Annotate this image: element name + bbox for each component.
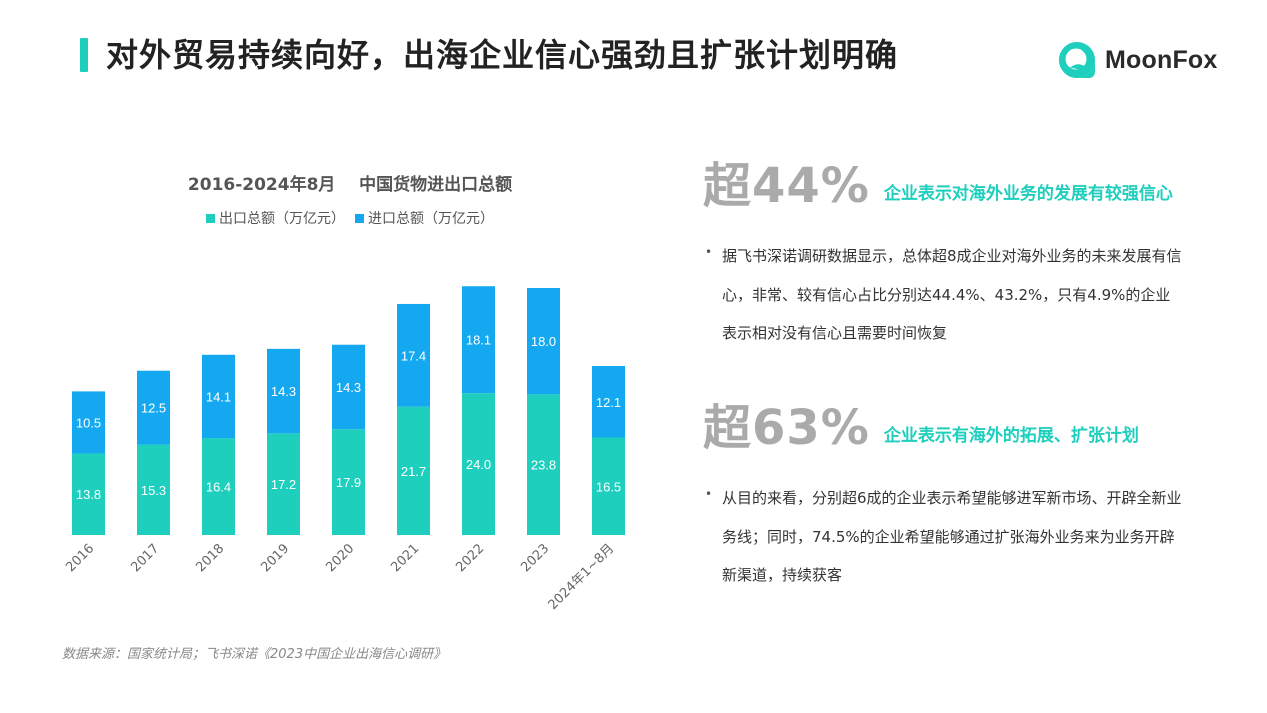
bar-export-2018 [202, 438, 235, 535]
chart-title: 2016-2024年8月 中国货物进出口总额 [187, 175, 513, 195]
highlight-2-bullet: • 从目的来看，分别超6成的企业表示希望能够进军新市场、开辟全新业务线；同时，7… [705, 479, 1185, 595]
data-label-export-2024年1~8月: 16.5 [596, 479, 621, 494]
highlight-2: 超63% 企业表示有海外的拓展、扩张计划 [703, 404, 1139, 452]
x-tick-label-2018: 2018 [193, 541, 227, 575]
x-tick-label-2019: 2019 [258, 541, 292, 575]
moonfox-logo: MoonFox [1058, 40, 1217, 80]
title-accent-bar [80, 38, 88, 72]
bar-import-2018 [202, 354, 235, 439]
logo-text: MoonFox [1105, 45, 1218, 74]
bar-import-2020 [332, 344, 365, 430]
data-label-export-2018: 16.4 [206, 480, 231, 495]
highlight-1-number: 超44% [703, 158, 870, 214]
legend-swatch-import [355, 213, 364, 223]
legend-item-import: 进口总额（万亿元） [355, 208, 494, 228]
data-label-export-2016: 13.8 [76, 487, 101, 502]
highlight-2-number: 超63% [703, 400, 870, 456]
data-label-import-2018: 14.1 [206, 389, 231, 404]
highlight-1: 超44% 企业表示对海外业务的发展有较强信心 [703, 162, 1173, 210]
bar-import-2019 [267, 348, 300, 434]
bar-export-2023 [527, 394, 560, 535]
data-label-import-2022: 18.1 [466, 333, 491, 348]
bar-import-2023 [527, 288, 560, 395]
data-label-export-2017: 15.3 [141, 483, 166, 498]
bar-import-2016 [72, 391, 105, 454]
data-source-note: 数据来源：国家统计局；飞书深诺《2023中国企业出海信心调研》 [62, 647, 447, 662]
bullet-dot-icon: • [705, 487, 713, 501]
bar-import-2021 [397, 303, 430, 407]
bar-import-2017 [137, 370, 170, 445]
bullet-dot-icon: • [705, 245, 713, 259]
data-label-import-2020: 14.3 [336, 380, 361, 395]
stacked-bar-chart: 13.8 10.5 2016 15.3 12.5 2017 16.4 14.1 2018 17.2… [63, 286, 625, 613]
data-label-import-2024年1~8月: 12.1 [596, 395, 621, 410]
bar-export-2021 [397, 406, 430, 535]
data-label-export-2023: 23.8 [531, 458, 556, 473]
bar-import-2022 [462, 286, 495, 394]
bar-export-2020 [332, 429, 365, 535]
data-label-export-2020: 17.9 [336, 475, 361, 490]
x-tick-label-2023: 2023 [518, 541, 552, 575]
data-label-import-2017: 12.5 [141, 401, 166, 416]
data-label-import-2016: 10.5 [76, 415, 101, 430]
x-tick-label-2020: 2020 [323, 541, 357, 575]
bar-export-2019 [267, 433, 300, 535]
legend-label-import: 进口总额（万亿元） [368, 211, 494, 227]
data-label-import-2023: 18.0 [531, 334, 556, 349]
highlight-1-label: 企业表示对海外业务的发展有较强信心 [883, 184, 1173, 204]
legend-item-export: 出口总额（万亿元） [206, 208, 345, 228]
moonfox-logo-icon [1059, 42, 1095, 78]
data-label-import-2019: 14.3 [271, 384, 296, 399]
x-tick-label-2017: 2017 [128, 541, 162, 575]
highlight-1-bullet-text: 据飞书深诺调研数据显示，总体超8成企业对海外业务的未来发展有信心，非常、较有信心… [722, 247, 1182, 342]
x-tick-label-2022: 2022 [453, 541, 487, 575]
bar-export-2024年1~8月 [592, 437, 625, 535]
highlight-1-bullet: • 据飞书深诺调研数据显示，总体超8成企业对海外业务的未来发展有信心，非常、较有… [705, 237, 1185, 353]
legend-swatch-export [206, 213, 215, 223]
x-tick-label-2024年1~8月: 2024年1~8月 [546, 541, 618, 613]
bar-export-2022 [462, 393, 495, 535]
x-tick-label-2016: 2016 [63, 541, 97, 575]
data-label-import-2021: 17.4 [401, 348, 426, 363]
x-tick-label-2021: 2021 [388, 541, 422, 575]
data-label-export-2021: 21.7 [401, 464, 426, 479]
bar-import-2024年1~8月 [592, 366, 625, 438]
page-title: 对外贸易持续向好，出海企业信心强劲且扩张计划明确 [106, 36, 899, 74]
bar-export-2016 [72, 453, 105, 535]
highlight-2-bullet-text: 从目的来看，分别超6成的企业表示希望能够进军新市场、开辟全新业务线；同时，74.… [722, 489, 1182, 584]
bar-export-2017 [137, 444, 170, 535]
highlight-2-label: 企业表示有海外的拓展、扩张计划 [883, 426, 1139, 446]
legend-label-export: 出口总额（万亿元） [219, 211, 345, 227]
data-label-export-2019: 17.2 [271, 477, 296, 492]
chart-legend: 出口总额（万亿元） 进口总额（万亿元） [60, 208, 640, 228]
data-label-export-2022: 24.0 [466, 457, 491, 472]
